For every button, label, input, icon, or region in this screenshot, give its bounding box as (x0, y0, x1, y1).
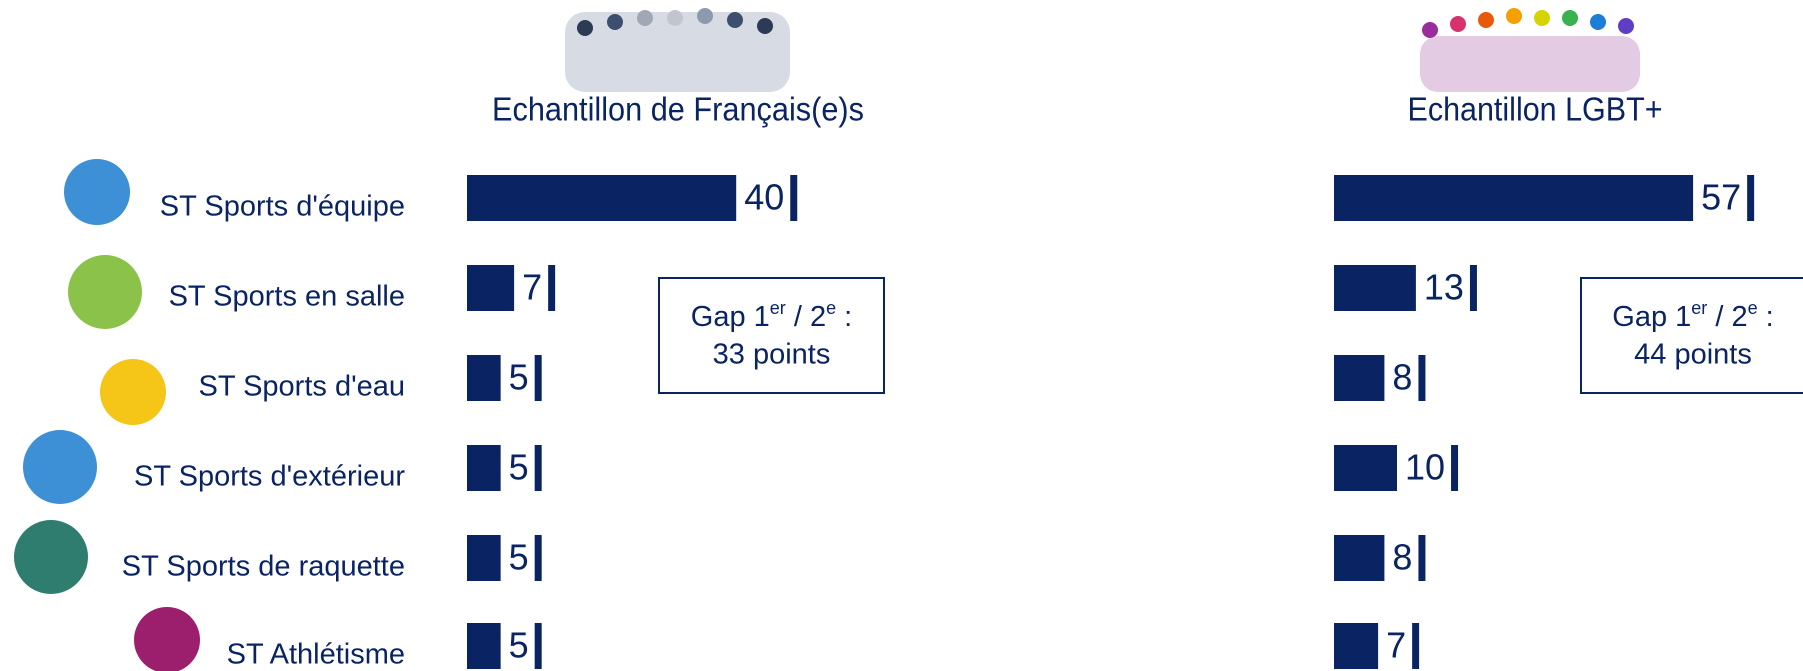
annotation-box (1581, 278, 1803, 393)
value-label: 8 (1392, 357, 1412, 398)
annotation: Gap 1er / 2e : (1612, 298, 1773, 333)
crowd-left (565, 8, 790, 92)
category-label: ST Sports d'extérieur (134, 461, 405, 493)
annotation-part: Gap 1 (691, 301, 770, 333)
separator (1470, 265, 1477, 311)
value-label: 8 (1392, 537, 1412, 578)
bar (467, 623, 501, 669)
annotation-part: Gap 1 (1612, 301, 1691, 333)
separator (535, 535, 542, 581)
bar (467, 355, 501, 401)
annotation-box (659, 278, 884, 393)
icons (14, 159, 200, 671)
bar (1334, 265, 1416, 311)
category-label: ST Sports en salle (169, 281, 405, 313)
value-label: 5 (509, 537, 529, 578)
bar (467, 175, 736, 221)
bar (467, 535, 501, 581)
value-label: 40 (744, 177, 784, 218)
separator (790, 175, 797, 221)
separator (535, 623, 542, 669)
value-label: 5 (509, 357, 529, 398)
annotation: Gap 1er / 2e : (691, 298, 852, 333)
bar (1334, 355, 1384, 401)
value-label: 7 (1386, 625, 1406, 666)
chart-title: Echantillon de Français(e)s (492, 91, 864, 128)
value-label: 10 (1405, 447, 1445, 488)
bar (1334, 623, 1378, 669)
annotation-part: / 2 (786, 301, 826, 333)
category-label: ST Sports d'eau (198, 371, 405, 403)
separator (1451, 445, 1458, 491)
annotation-part: e (826, 298, 836, 318)
category-label: ST Sports de raquette (122, 551, 405, 583)
category-label: ST Athlétisme (227, 639, 405, 671)
annotation-part: e (1748, 298, 1758, 318)
value-label: 5 (509, 447, 529, 488)
annotation-part: : (836, 301, 852, 333)
annotation: 44 points (1634, 339, 1752, 371)
value-label: 7 (522, 267, 542, 308)
annotation-part: er (770, 298, 786, 318)
annotation-part: er (1691, 298, 1707, 318)
bar (1334, 445, 1397, 491)
separator (1418, 355, 1425, 401)
separator (1412, 623, 1419, 669)
value-label: 57 (1701, 177, 1741, 218)
annotation-part: / 2 (1707, 301, 1747, 333)
crowd-right (1420, 8, 1640, 92)
separator (1418, 535, 1425, 581)
chart-title: Echantillon LGBT+ (1408, 91, 1663, 128)
separator (1747, 175, 1754, 221)
annotation-part: : (1758, 301, 1774, 333)
bar (467, 445, 501, 491)
separator (535, 445, 542, 491)
chart: Echantillon de Français(e)s ST Sports d'é… (0, 0, 1803, 671)
value-label: 13 (1424, 267, 1464, 308)
bar (467, 265, 514, 311)
category-label: ST Sports d'équipe (160, 191, 405, 223)
value-label: 5 (509, 625, 529, 666)
bar (1334, 175, 1693, 221)
annotation: 33 points (713, 339, 831, 371)
bar (1334, 535, 1384, 581)
separator (548, 265, 555, 311)
separator (535, 355, 542, 401)
